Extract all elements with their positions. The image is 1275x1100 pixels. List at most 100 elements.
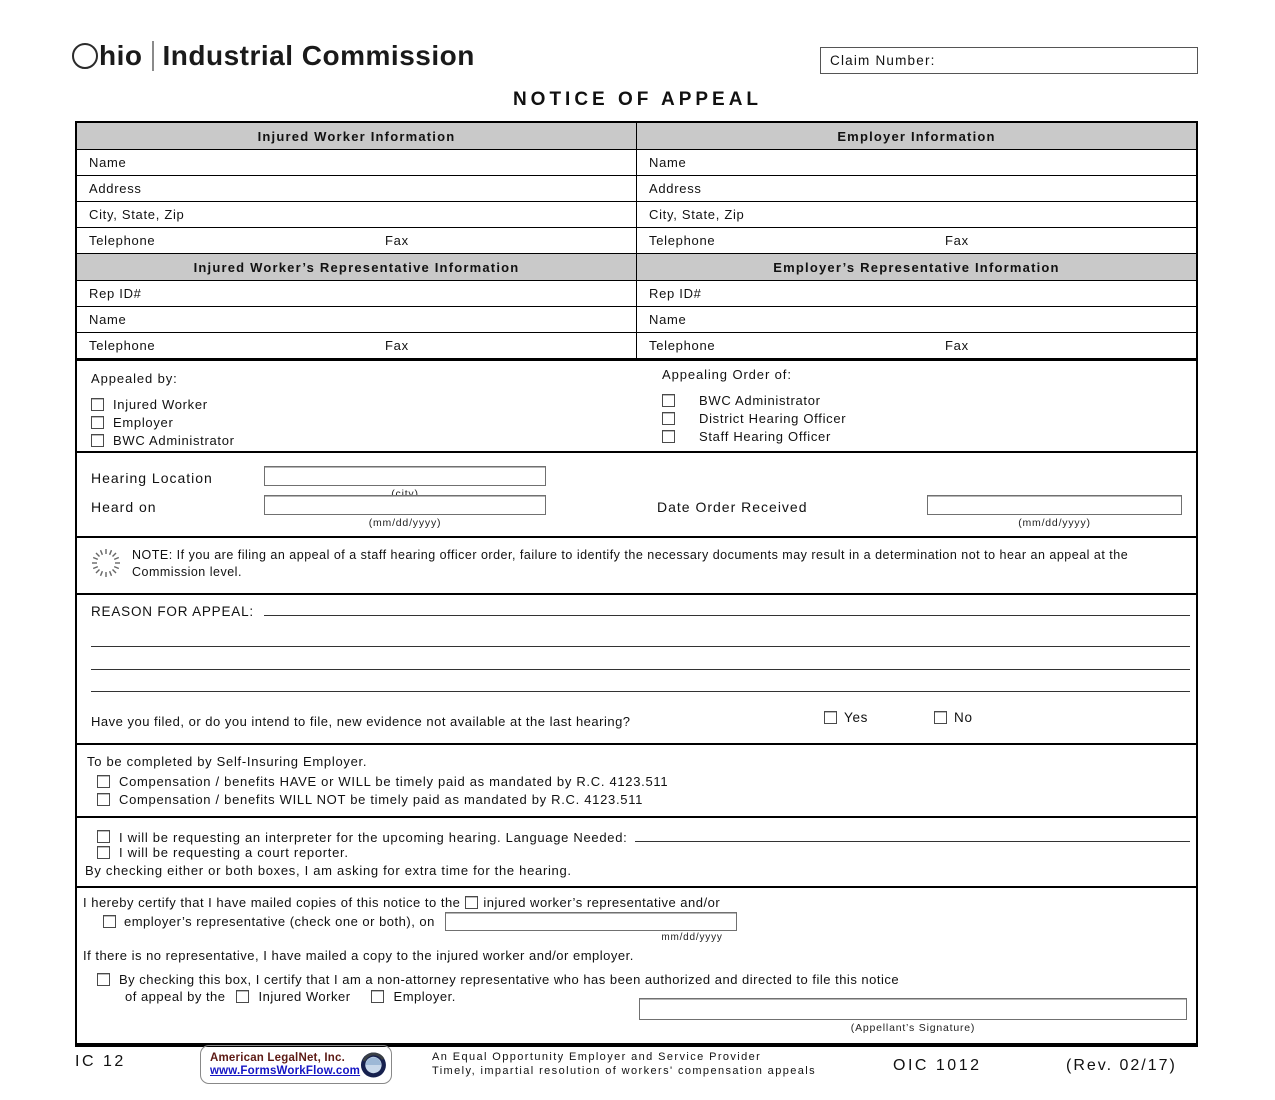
new-evidence-no-option: No bbox=[934, 710, 973, 725]
court-reporter-option: I will be requesting a court reporter. bbox=[97, 845, 349, 860]
telephone-label: Telephone bbox=[649, 338, 716, 353]
legalnet-name: American LegalNet, Inc. bbox=[210, 1051, 345, 1064]
claim-number-field[interactable]: Claim Number: bbox=[820, 47, 1198, 74]
new-evidence-yes-option: Yes bbox=[824, 710, 868, 725]
reason-for-appeal-label: REASON FOR APPEAL: bbox=[91, 604, 254, 619]
checkbox-court-reporter[interactable] bbox=[97, 846, 110, 859]
checkbox-interpreter[interactable] bbox=[97, 829, 110, 843]
new-evidence-question: Have you filed, or do you intend to file… bbox=[91, 714, 631, 729]
option-label: I will be requesting a court reporter. bbox=[119, 845, 349, 860]
appealing-order-label: Appealing Order of: bbox=[662, 367, 792, 382]
fax-label: Fax bbox=[385, 233, 409, 248]
heard-on-label: Heard on bbox=[91, 499, 157, 515]
appealed-by-option-injured-worker: Injured Worker bbox=[91, 397, 235, 412]
employer-city-state-zip-field[interactable]: City, State, Zip bbox=[649, 207, 745, 222]
checkbox-authorized-by-injured-worker[interactable] bbox=[235, 990, 249, 1003]
appealing-order-option-staff-hearing-officer: Staff Hearing Officer bbox=[662, 429, 846, 444]
employer-rep-name-field[interactable]: Name bbox=[649, 312, 687, 327]
eeo-line2: Timely, impartial resolution of workers'… bbox=[432, 1065, 817, 1077]
ohio-industrial-commission-logo: hio Industrial Commission bbox=[72, 40, 475, 72]
option-label: Employer bbox=[113, 415, 174, 430]
employer-rep-telephone-fax-field[interactable]: Telephone Fax bbox=[637, 333, 1196, 358]
self-insuring-intro: To be completed by Self-Insuring Employe… bbox=[87, 754, 368, 769]
injured-worker-info-header: Injured Worker Information bbox=[77, 123, 637, 149]
injured-worker-rep-header: Injured Worker’s Representative Informat… bbox=[77, 254, 637, 280]
globe-icon bbox=[361, 1051, 387, 1077]
checkbox-no[interactable] bbox=[934, 711, 947, 724]
certify-text-after: injured worker’s representative and/or bbox=[483, 895, 721, 910]
checkbox-benefits-not-paid[interactable] bbox=[97, 793, 110, 806]
injured-worker-rep-id-field[interactable]: Rep ID# bbox=[77, 281, 637, 306]
option-label: BWC Administrator bbox=[113, 433, 235, 448]
sunburst-icon bbox=[92, 549, 120, 577]
date-order-received-label: Date Order Received bbox=[657, 499, 808, 515]
injured-worker-rep-name-field[interactable]: Name bbox=[77, 307, 637, 332]
employer-name-field[interactable]: Name bbox=[649, 155, 687, 170]
interpreter-section: I will be requesting an interpreter for … bbox=[77, 816, 1196, 886]
self-insuring-option-not-paid: Compensation / benefits WILL NOT be time… bbox=[97, 792, 1196, 807]
ohio-o-icon bbox=[72, 43, 98, 69]
checkbox-non-attorney[interactable] bbox=[97, 973, 110, 986]
reason-writing-line[interactable] bbox=[91, 646, 1190, 647]
employer-address-field[interactable]: Address bbox=[649, 181, 702, 196]
equal-opportunity-text: An Equal Opportunity Employer and Servic… bbox=[432, 1050, 816, 1078]
appealed-by-option-employer: Employer bbox=[91, 415, 235, 430]
injured-worker-address-field[interactable]: Address bbox=[77, 176, 637, 201]
checkbox-yes[interactable] bbox=[824, 711, 837, 724]
reason-writing-line[interactable] bbox=[91, 669, 1190, 670]
language-needed-line[interactable] bbox=[635, 827, 1190, 842]
logo-text-industrial-commission: Industrial Commission bbox=[162, 40, 475, 71]
hearing-location-input[interactable] bbox=[264, 466, 546, 486]
injured-worker-name-field[interactable]: Name bbox=[77, 150, 637, 175]
table-row: Name Name bbox=[77, 307, 1196, 333]
american-legalnet-badge: American LegalNet, Inc. www.FormsWorkFlo… bbox=[200, 1045, 392, 1084]
injured-worker-rep-telephone-fax-field[interactable]: Telephone Fax bbox=[77, 333, 637, 358]
checkbox-appealed-employer[interactable] bbox=[91, 416, 104, 429]
option-label: Injured Worker bbox=[113, 397, 208, 412]
option-label: I will be requesting an interpreter for … bbox=[119, 830, 628, 845]
table-row: Telephone Fax Telephone Fax bbox=[77, 228, 1196, 254]
checkbox-benefits-paid[interactable] bbox=[97, 775, 110, 788]
telephone-label: Telephone bbox=[89, 233, 156, 248]
option-label: BWC Administrator bbox=[699, 393, 821, 408]
claim-number-label: Claim Number: bbox=[830, 53, 936, 68]
reason-writing-line[interactable] bbox=[263, 601, 1190, 616]
injured-worker-telephone-fax-field[interactable]: Telephone Fax bbox=[77, 228, 637, 253]
appealed-by-section: Appealed by: Injured Worker Employer BWC… bbox=[77, 359, 1196, 451]
checkbox-order-bwc-administrator[interactable] bbox=[662, 394, 675, 407]
heard-on-input[interactable] bbox=[264, 495, 546, 515]
checkbox-employer-representative[interactable] bbox=[103, 915, 116, 928]
telephone-label: Telephone bbox=[649, 233, 716, 248]
employer-telephone-fax-field[interactable]: Telephone Fax bbox=[637, 228, 1196, 253]
table-row: Address Address bbox=[77, 176, 1196, 202]
checkbox-injured-worker-representative[interactable] bbox=[465, 896, 479, 909]
checkbox-order-staff-hearing-officer[interactable] bbox=[662, 430, 675, 443]
non-attorney-text: By checking this box, I certify that I a… bbox=[119, 972, 900, 987]
date-order-received-input[interactable] bbox=[927, 495, 1182, 515]
hearing-location-label: Hearing Location bbox=[91, 470, 213, 486]
injured-worker-city-state-zip-field[interactable]: City, State, Zip bbox=[77, 202, 637, 227]
appellant-signature-hint: (Appellant’s Signature) bbox=[850, 1022, 976, 1034]
checkbox-appealed-bwc-administrator[interactable] bbox=[91, 434, 104, 447]
info-table-header-row: Injured Worker Information Employer Info… bbox=[77, 123, 1196, 150]
table-row: Rep ID# Rep ID# bbox=[77, 281, 1196, 307]
reason-writing-line[interactable] bbox=[91, 691, 1190, 692]
checkbox-order-district-hearing-officer[interactable] bbox=[662, 412, 675, 425]
employer-rep-header: Employer’s Representative Information bbox=[773, 259, 1060, 275]
table-row: Name Name bbox=[77, 150, 1196, 176]
appellant-signature-input[interactable] bbox=[639, 998, 1187, 1020]
option-label: Staff Hearing Officer bbox=[699, 429, 831, 444]
employer-rep-id-field[interactable]: Rep ID# bbox=[649, 286, 702, 301]
eeo-line1: An Equal Opportunity Employer and Servic… bbox=[432, 1051, 762, 1063]
form-number: OIC 1012 bbox=[893, 1057, 982, 1074]
appeal-form: Injured Worker Information Employer Info… bbox=[75, 121, 1198, 1047]
reason-for-appeal-section: REASON FOR APPEAL: Have you filed, or do… bbox=[77, 593, 1196, 743]
self-insuring-option-paid: Compensation / benefits HAVE or WILL be … bbox=[97, 774, 1196, 789]
fax-label: Fax bbox=[945, 233, 969, 248]
checkbox-authorized-by-employer[interactable] bbox=[370, 990, 384, 1003]
legalnet-url-link[interactable]: www.FormsWorkFlow.com bbox=[210, 1064, 361, 1077]
checkbox-appealed-injured-worker[interactable] bbox=[91, 398, 104, 411]
mailed-date-input[interactable] bbox=[444, 912, 737, 931]
no-representative-text: If there is no representative, I have ma… bbox=[83, 948, 634, 963]
